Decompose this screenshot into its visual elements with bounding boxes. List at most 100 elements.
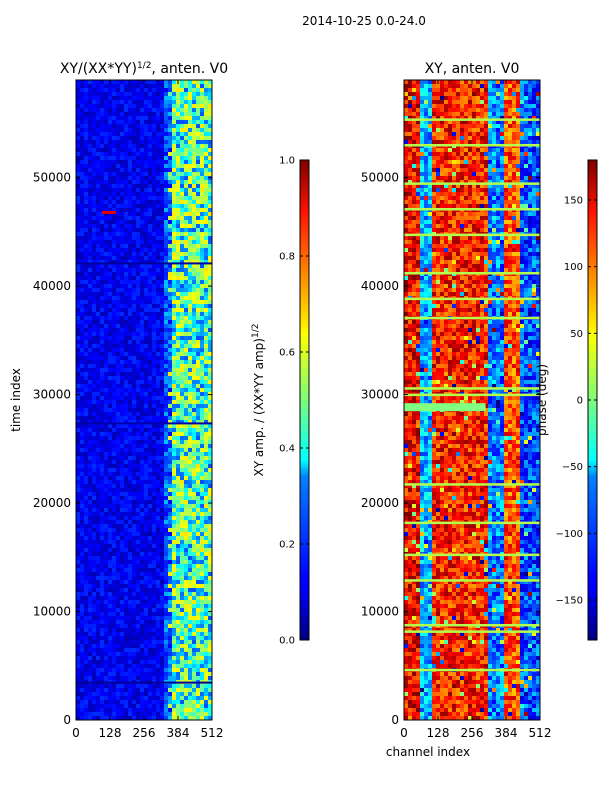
amplitude-heatmap-cell [196, 596, 201, 601]
amplitude-heatmap-cell [192, 544, 197, 549]
amplitude-heatmap-cell [184, 464, 189, 469]
amplitude-heatmap-cell [168, 608, 173, 613]
amplitude-heatmap-cell [80, 336, 85, 341]
amplitude-heatmap-cell [96, 232, 101, 237]
amplitude-heatmap-cell [160, 188, 165, 193]
amplitude-heatmap-cell [100, 556, 105, 561]
amplitude-heatmap-cell [160, 176, 165, 181]
amplitude-heatmap-cell [132, 528, 137, 533]
amplitude-heatmap-cell [192, 432, 197, 437]
amplitude-heatmap-cell [88, 596, 93, 601]
amplitude-heatmap-cell [160, 168, 165, 173]
amplitude-heatmap-cell [192, 576, 197, 581]
amplitude-heatmap-cell [92, 528, 97, 533]
amplitude-heatmap-cell [80, 240, 85, 245]
amplitude-heatmap-cell [120, 576, 125, 581]
amplitude-heatmap-cell [108, 448, 113, 453]
amplitude-heatmap-cell [128, 636, 133, 641]
amplitude-heatmap-cell [96, 516, 101, 521]
amplitude-heatmap-cell [208, 412, 212, 417]
amplitude-heatmap-cell [188, 292, 193, 297]
amplitude-heatmap-cell [196, 192, 201, 197]
amplitude-heatmap-cell [76, 456, 81, 461]
amplitude-heatmap-cell [136, 484, 141, 489]
amplitude-heatmap-cell [180, 208, 185, 213]
amplitude-heatmap-cell [128, 660, 133, 665]
amplitude-heatmap-cell [88, 472, 93, 477]
amplitude-heatmap-cell [180, 480, 185, 485]
amplitude-heatmap-cell [160, 380, 165, 385]
amplitude-heatmap-cell [108, 412, 113, 417]
amplitude-heatmap-cell [208, 244, 212, 249]
amplitude-heatmap-cell [196, 424, 201, 429]
amplitude-heatmap-cell [120, 556, 125, 561]
amplitude-heatmap-cell [160, 140, 165, 145]
amplitude-heatmap-cell [148, 380, 153, 385]
amplitude-heatmap-cell [184, 208, 189, 213]
amplitude-heatmap-cell [184, 164, 189, 169]
amplitude-heatmap-cell [188, 520, 193, 525]
amplitude-heatmap-cell [200, 548, 205, 553]
amplitude-heatmap-cell [192, 140, 197, 145]
amplitude-heatmap-cell [172, 444, 177, 449]
amplitude-heatmap-cell [124, 660, 129, 665]
amplitude-heatmap-cell [124, 532, 129, 537]
amplitude-heatmap-cell [204, 656, 209, 661]
amplitude-heatmap-cell [80, 568, 85, 573]
amplitude-heatmap-cell [84, 96, 89, 101]
amplitude-heatmap-cell [84, 172, 89, 177]
amplitude-heatmap-cell [132, 176, 137, 181]
amplitude-heatmap-cell [124, 508, 129, 513]
amplitude-heatmap-cell [148, 232, 153, 237]
amplitude-heatmap-cell [160, 96, 165, 101]
amplitude-heatmap-cell [140, 316, 145, 321]
amplitude-heatmap-cell [168, 212, 173, 217]
amplitude-heatmap-cell [200, 264, 205, 269]
amplitude-heatmap-cell [136, 528, 141, 533]
amplitude-heatmap-cell [108, 560, 113, 565]
amplitude-heatmap-cell [112, 644, 117, 649]
amplitude-heatmap-cell [172, 420, 177, 425]
amplitude-heatmap-cell [96, 100, 101, 105]
amplitude-heatmap-cell [204, 136, 209, 141]
amplitude-heatmap-cell [196, 132, 201, 137]
amplitude-heatmap-cell [88, 160, 93, 165]
amplitude-heatmap-cell [132, 156, 137, 161]
amplitude-heatmap-cell [80, 320, 85, 325]
amplitude-heatmap-cell [176, 252, 181, 257]
amplitude-heatmap-cell [116, 92, 121, 97]
amplitude-heatmap-cell [160, 200, 165, 205]
amplitude-heatmap-cell [132, 664, 137, 669]
amplitude-heatmap-cell [156, 284, 161, 289]
amplitude-heatmap-cell [80, 528, 85, 533]
amplitude-heatmap-cell [192, 392, 197, 397]
amplitude-heatmap-cell [204, 644, 209, 649]
amplitude-heatmap-cell [88, 504, 93, 509]
amplitude-heatmap-cell [144, 524, 149, 529]
amplitude-heatmap-cell [136, 424, 141, 429]
amplitude-heatmap-cell [160, 504, 165, 509]
amplitude-heatmap-cell [128, 512, 133, 517]
amplitude-heatmap-cell [196, 152, 201, 157]
amplitude-heatmap-cell [200, 212, 205, 217]
amplitude-heatmap-cell [120, 312, 125, 317]
amplitude-heatmap-cell [148, 352, 153, 357]
amplitude-heatmap-cell [108, 316, 113, 321]
amplitude-heatmap-cell [108, 180, 113, 185]
amplitude-heatmap-cell [176, 424, 181, 429]
amplitude-heatmap-cell [132, 580, 137, 585]
amplitude-heatmap-cell [76, 280, 81, 285]
amplitude-heatmap-cell [188, 192, 193, 197]
amplitude-heatmap-cell [132, 340, 137, 345]
amplitude-heatmap-cell [184, 412, 189, 417]
amplitude-heatmap-cell [132, 260, 137, 265]
amplitude-heatmap-cell [156, 208, 161, 213]
amplitude-heatmap-cell [160, 476, 165, 481]
amplitude-heatmap-cell [136, 276, 141, 281]
amplitude-heatmap-cell [132, 656, 137, 661]
amplitude-heatmap-cell [192, 240, 197, 245]
amplitude-heatmap-cell [140, 412, 145, 417]
amplitude-heatmap-cell [92, 272, 97, 277]
amplitude-heatmap-cell [96, 356, 101, 361]
amplitude-heatmap-cell [92, 396, 97, 401]
